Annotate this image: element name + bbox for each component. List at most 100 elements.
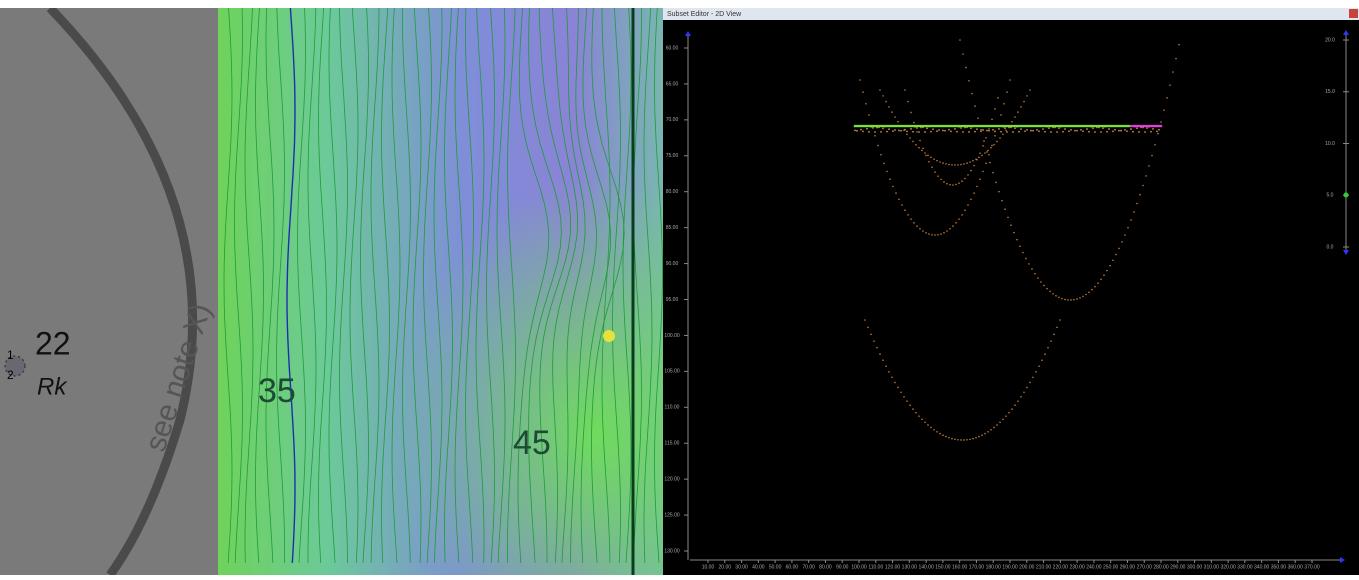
sounding-point bbox=[1052, 293, 1054, 295]
y-tick-label: 130.00 bbox=[664, 548, 680, 554]
x-tick-label: 320.00 bbox=[1220, 564, 1236, 570]
sounding-point bbox=[1115, 254, 1117, 256]
sounding-point bbox=[1058, 297, 1060, 299]
sounding-point bbox=[942, 130, 944, 132]
sounding-point bbox=[1070, 129, 1072, 131]
sounding-point bbox=[930, 157, 932, 159]
sounding-point bbox=[1086, 128, 1088, 130]
sounding-point bbox=[999, 137, 1001, 139]
sounding-point bbox=[944, 130, 946, 132]
sounding-point bbox=[1047, 347, 1049, 349]
sounding-point bbox=[1151, 155, 1153, 157]
slider-handle[interactable] bbox=[1344, 193, 1349, 198]
sounding-point bbox=[968, 131, 970, 133]
sounding-point bbox=[1138, 131, 1140, 133]
sounding-point bbox=[1136, 127, 1138, 129]
sounding-point bbox=[1080, 129, 1082, 131]
sounding-point bbox=[912, 141, 914, 143]
sounding-point bbox=[918, 415, 920, 417]
sounding-point bbox=[986, 130, 988, 132]
sounding-point bbox=[1074, 130, 1076, 132]
x-tick-label: 270.00 bbox=[1137, 564, 1153, 570]
sounding-point bbox=[1112, 259, 1114, 261]
sounding-point bbox=[1024, 130, 1026, 132]
sounding-point bbox=[1056, 326, 1058, 328]
feature bbox=[603, 330, 615, 342]
sounding-point bbox=[951, 164, 953, 166]
sounding-point bbox=[1038, 365, 1040, 367]
sounding-point bbox=[1003, 103, 1005, 105]
x-tick-label: 110.00 bbox=[868, 564, 883, 570]
close-button[interactable] bbox=[1349, 9, 1358, 18]
sounding-point bbox=[1023, 101, 1025, 103]
sounding-point bbox=[1121, 241, 1123, 243]
sounding-point bbox=[898, 130, 900, 132]
x-tick-label: 210.00 bbox=[1036, 564, 1052, 570]
sounding-point bbox=[910, 128, 912, 130]
sounding-point bbox=[1030, 130, 1032, 132]
sounding-point bbox=[1004, 127, 1006, 129]
sounding-point bbox=[934, 234, 936, 236]
sounding-point bbox=[949, 184, 951, 186]
sounding-point bbox=[909, 137, 911, 139]
sounding-point bbox=[1175, 58, 1177, 60]
x-tick-label: 100.00 bbox=[851, 564, 867, 570]
sounding-point bbox=[916, 131, 918, 133]
sounding-point bbox=[990, 429, 992, 431]
sounding-point bbox=[972, 438, 974, 440]
sounding-point bbox=[1048, 127, 1050, 129]
sounding-point bbox=[921, 150, 923, 152]
sounding-point bbox=[992, 129, 994, 131]
sounding-point bbox=[955, 184, 957, 186]
sounding-point bbox=[1139, 194, 1141, 196]
sounding-point bbox=[962, 131, 964, 133]
sounding-point bbox=[1157, 133, 1159, 135]
y2-tick-label: 20.0 bbox=[1325, 37, 1335, 43]
sounding-point bbox=[924, 131, 926, 133]
sounding-point bbox=[1068, 130, 1070, 132]
sounding-point bbox=[984, 152, 986, 154]
x-tick-label: 290.00 bbox=[1170, 564, 1186, 570]
sounding-point bbox=[994, 135, 996, 137]
sounding-point bbox=[910, 218, 912, 220]
sounding-point bbox=[960, 164, 962, 166]
y-tick-label: 105.00 bbox=[664, 369, 680, 375]
sounding-point bbox=[1000, 114, 1002, 116]
sounding-point bbox=[948, 437, 950, 439]
sounding-point bbox=[957, 439, 959, 441]
sounding-point bbox=[895, 192, 897, 194]
sounding-point bbox=[980, 130, 982, 132]
x-tick-label: 70.00 bbox=[802, 564, 815, 570]
sounding-point bbox=[918, 131, 920, 133]
depth-label: 22 bbox=[35, 325, 71, 361]
y-tick-label: 125.00 bbox=[664, 512, 680, 518]
sounding-point bbox=[1055, 295, 1057, 297]
sounding-point bbox=[964, 178, 966, 180]
sounding-point bbox=[1059, 319, 1061, 321]
sounding-point bbox=[933, 429, 935, 431]
sounding-point bbox=[1163, 109, 1165, 111]
sounding-point bbox=[988, 154, 990, 156]
sounding-point bbox=[1037, 277, 1039, 279]
sounding-point bbox=[990, 147, 992, 149]
y-tick-label: 100.00 bbox=[664, 333, 680, 339]
sounding-point bbox=[904, 209, 906, 211]
sounding-point bbox=[1102, 127, 1104, 129]
sounding-point bbox=[1064, 299, 1066, 301]
sounding-point bbox=[997, 97, 999, 99]
sounding-point bbox=[940, 179, 942, 181]
sounding-point bbox=[1094, 286, 1096, 288]
sounding-point bbox=[963, 439, 965, 441]
sounding-point bbox=[960, 127, 962, 129]
sounding-point bbox=[936, 160, 938, 162]
sounding-point bbox=[1088, 131, 1090, 133]
sounding-point bbox=[892, 130, 894, 132]
sounding-point bbox=[1156, 130, 1158, 132]
sounding-point bbox=[1064, 128, 1066, 130]
sounding-point bbox=[993, 144, 995, 146]
sounding-point bbox=[874, 131, 876, 133]
sounding-point bbox=[949, 228, 951, 230]
sounding-point bbox=[915, 412, 917, 414]
sounding-point bbox=[880, 154, 882, 156]
sounding-point bbox=[948, 164, 950, 166]
